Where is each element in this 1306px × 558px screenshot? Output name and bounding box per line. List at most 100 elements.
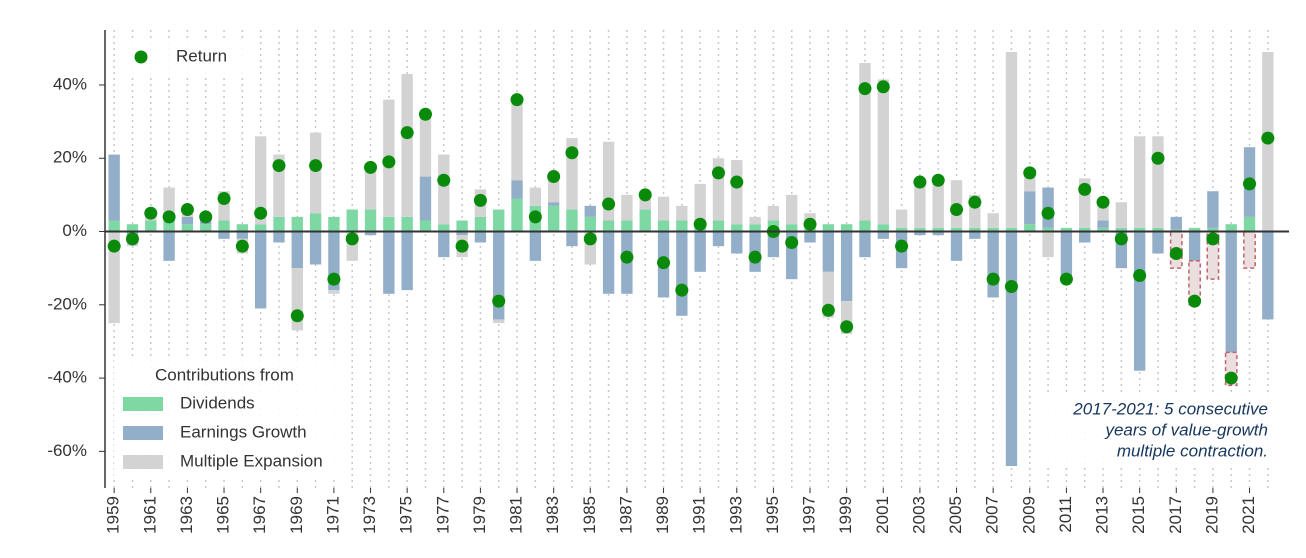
bar-segment	[859, 231, 871, 258]
bar-segment	[950, 227, 963, 232]
y-tick-label: 20%	[53, 148, 87, 167]
bar-segment	[969, 231, 981, 239]
bar-segment	[731, 224, 743, 232]
bar-segment	[438, 154, 450, 225]
bar-segment	[639, 209, 651, 232]
bar-segment	[584, 205, 596, 217]
return-dot	[876, 80, 890, 94]
legend-title: Contributions from	[155, 365, 294, 384]
bar-segment	[987, 231, 999, 298]
bar-segment	[1224, 351, 1238, 387]
bar-segment	[163, 231, 175, 261]
bar-segment	[273, 216, 285, 232]
bar-segment	[584, 216, 596, 232]
x-tick-label: 1967	[250, 496, 269, 534]
x-tick-label: 2013	[1093, 496, 1112, 534]
x-tick-label: 1979	[470, 496, 489, 534]
bar-segment	[108, 231, 120, 324]
x-tick-label: 1971	[323, 496, 342, 534]
x-tick-label: 1993	[726, 496, 745, 534]
bar-segment	[1243, 216, 1256, 232]
return-dot	[547, 170, 561, 184]
bar-segment	[987, 227, 999, 232]
bar-segment	[1170, 216, 1182, 230]
bar-segment	[456, 231, 468, 236]
bar-segment	[1133, 227, 1146, 232]
bar-segment	[1060, 231, 1073, 276]
bar-segment	[1115, 231, 1128, 269]
bar-segment	[676, 220, 688, 232]
bar-segment	[1079, 231, 1091, 243]
bar-segment	[859, 220, 871, 232]
bar-segment	[676, 231, 688, 316]
bar-segment	[602, 141, 615, 221]
return-dot	[803, 217, 817, 231]
bar-segment	[877, 231, 889, 239]
x-tick-label: 2019	[1202, 496, 1221, 534]
bar-segment	[1115, 202, 1128, 228]
return-dot	[437, 173, 451, 187]
x-tick-label: 2003	[909, 496, 928, 534]
bar-segment	[328, 290, 340, 294]
bar-segment	[657, 196, 670, 221]
bar-segment	[474, 216, 487, 232]
bar-segment	[914, 178, 926, 228]
return-dot	[1078, 182, 1092, 196]
bar-segment	[1005, 51, 1018, 228]
bar-segment	[1024, 191, 1036, 225]
bar-segment	[932, 176, 944, 228]
x-tick-label: 2015	[1129, 496, 1148, 534]
bar-segment	[1152, 136, 1164, 228]
bar-segment	[493, 231, 505, 320]
bar-segment	[236, 224, 249, 232]
bar-segment	[822, 224, 835, 232]
return-dot	[473, 193, 487, 207]
return-dot	[565, 146, 579, 160]
return-dot	[492, 294, 506, 308]
bar-segment	[1206, 230, 1220, 280]
bar-segment	[602, 220, 615, 232]
return-dot	[583, 232, 597, 246]
bar-segment	[822, 231, 835, 272]
bar-segment	[566, 138, 578, 210]
bar-segment	[1115, 227, 1128, 232]
bar-segment	[273, 154, 285, 217]
x-tick-label: 2017	[1166, 496, 1185, 534]
bar-segment	[712, 231, 725, 247]
return-dot	[309, 159, 323, 173]
return-dot	[400, 126, 414, 140]
bar-segment	[511, 198, 523, 232]
return-dot	[1059, 272, 1073, 286]
bar-segment	[438, 231, 450, 258]
legend-label: Dividends	[180, 393, 255, 412]
return-dot	[748, 250, 762, 264]
bar-segment	[840, 301, 853, 335]
bar-segment	[309, 213, 322, 232]
return-dot	[620, 250, 634, 264]
bar-segment	[126, 224, 139, 232]
bar-segment	[1042, 231, 1054, 258]
bar-segment	[181, 224, 194, 232]
bar-segment	[731, 160, 743, 225]
bar-segment	[621, 194, 633, 221]
x-tick-label: 1991	[690, 496, 709, 534]
bar-segment	[474, 231, 487, 243]
bar-segment	[950, 231, 963, 261]
x-tick-label: 1999	[836, 496, 855, 534]
bar-segment	[181, 216, 194, 225]
bar-segment	[401, 216, 413, 232]
bar-segment	[328, 231, 340, 291]
annotation: years of value-growth	[1104, 420, 1268, 439]
y-tick-label: 0%	[62, 221, 87, 240]
bar-segment	[1225, 224, 1237, 232]
x-tick-label: 2021	[1239, 496, 1258, 534]
annotation: multiple contraction.	[1117, 441, 1268, 460]
bar-segment	[621, 220, 633, 232]
return-dot	[144, 206, 158, 220]
legend-swatch	[123, 397, 163, 411]
bar-segment	[676, 205, 688, 221]
return-dot	[290, 309, 304, 323]
return-dot	[1133, 268, 1147, 282]
bar-segment	[1188, 227, 1201, 232]
